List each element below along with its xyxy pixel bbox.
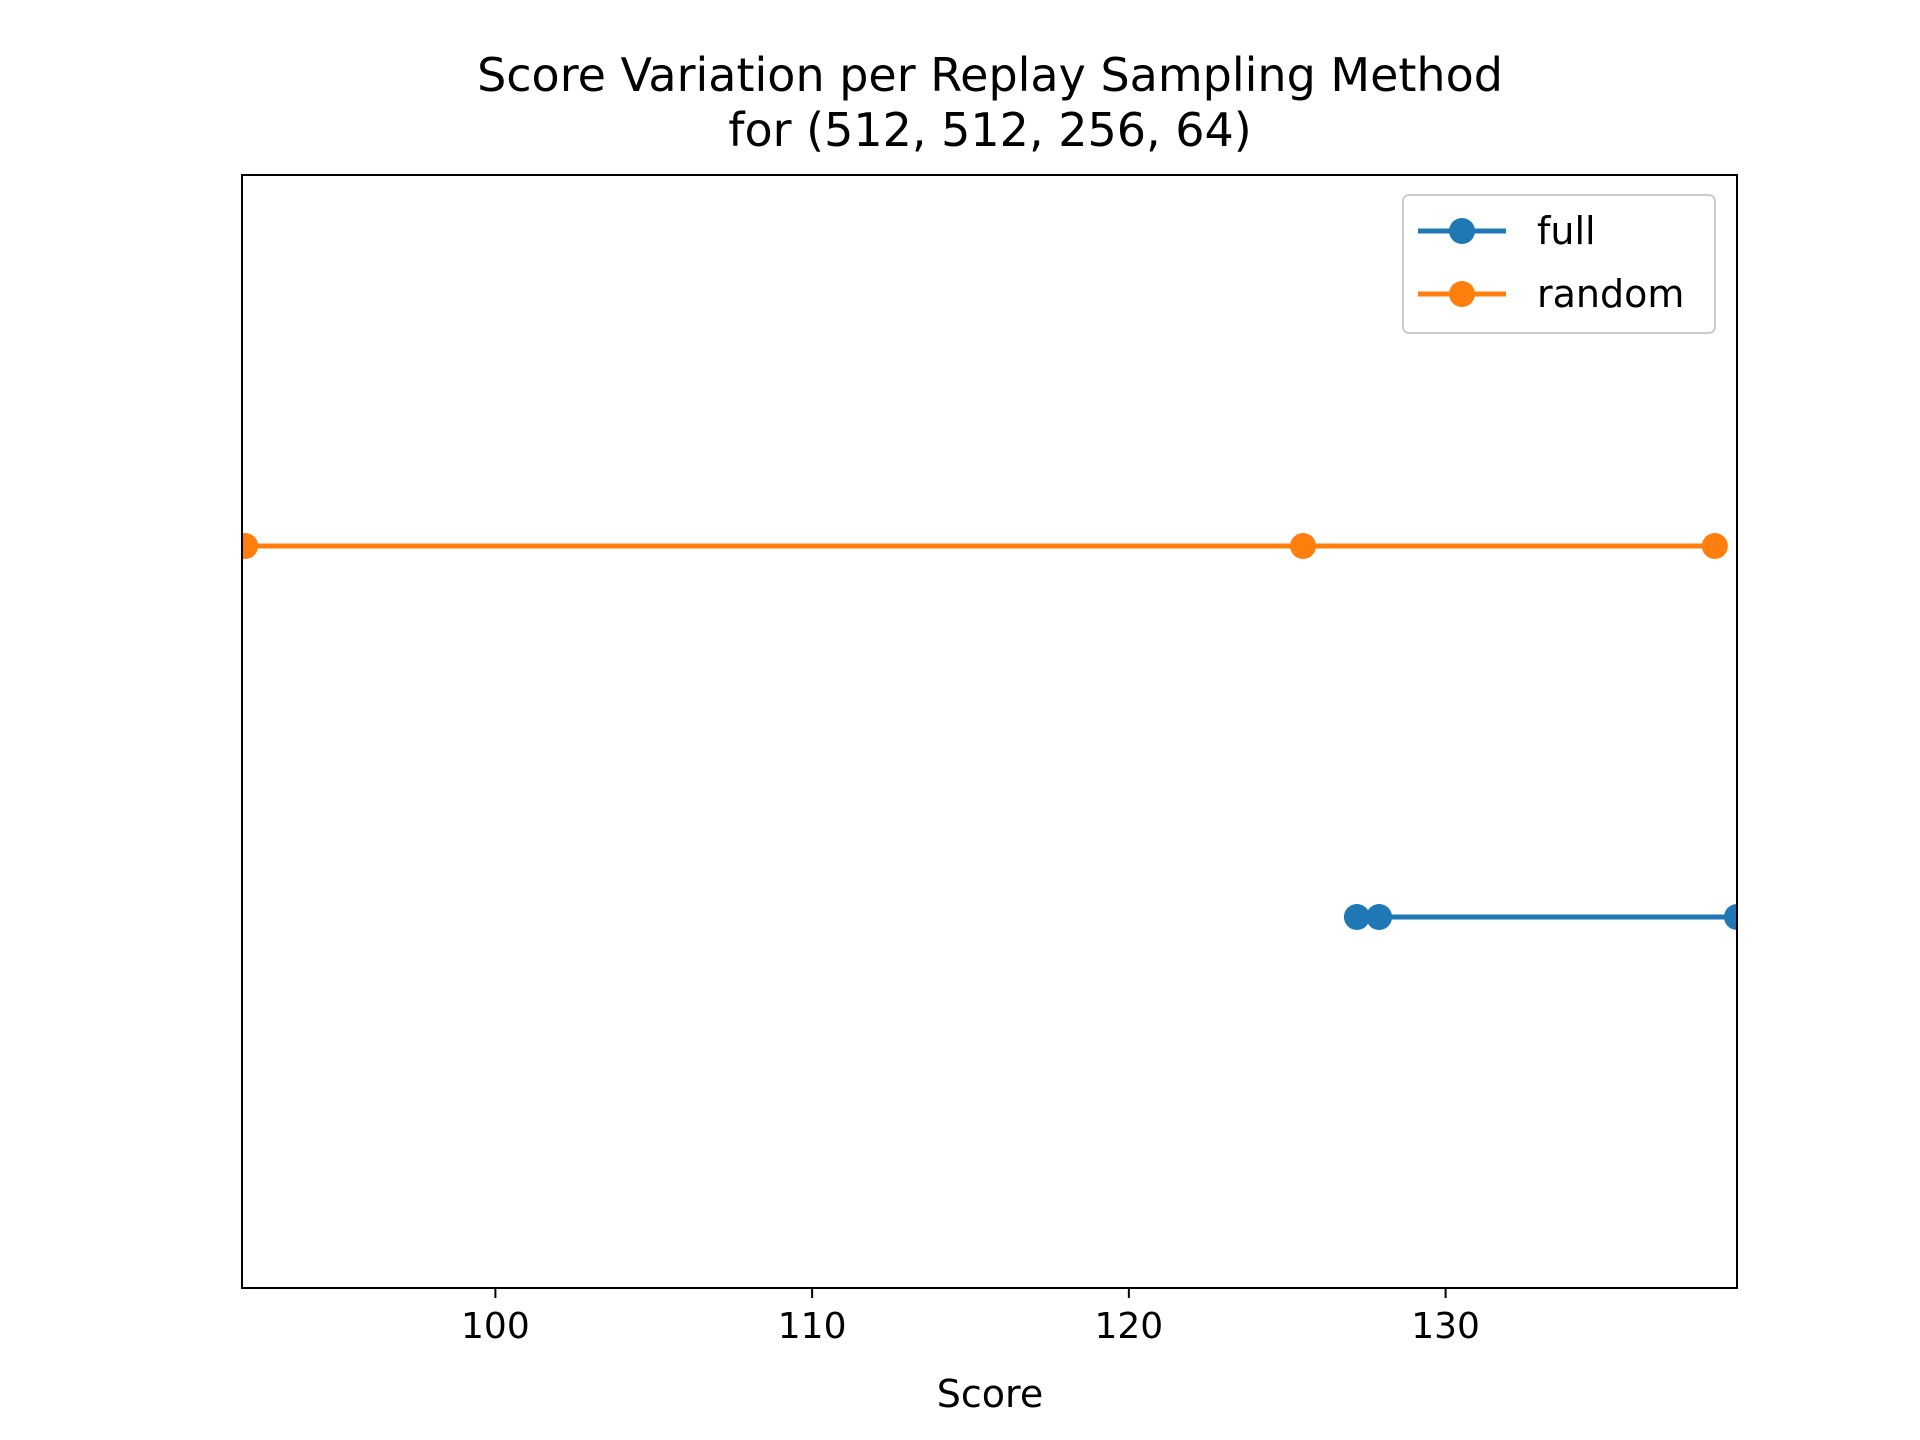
x-tick-label: 110 bbox=[778, 1306, 847, 1347]
chart-title: Score Variation per Replay Sampling Meth… bbox=[477, 48, 1503, 102]
chart-subtitle: for (512, 512, 256, 64) bbox=[728, 103, 1251, 157]
legend: full random bbox=[1402, 194, 1716, 334]
legend-label-random: random bbox=[1537, 272, 1684, 316]
data-point-random bbox=[1701, 533, 1728, 559]
axes-frame bbox=[241, 174, 1738, 1289]
data-point-full bbox=[1366, 904, 1393, 930]
x-tick-label: 130 bbox=[1411, 1306, 1480, 1347]
x-axis-ticks: 100 110 120 130 bbox=[461, 1288, 1480, 1347]
x-tick-label: 100 bbox=[461, 1306, 530, 1347]
data-point-full bbox=[1724, 904, 1737, 930]
legend-marker-random bbox=[1449, 281, 1475, 307]
data-point-random bbox=[1290, 533, 1317, 559]
legend-marker-full bbox=[1449, 218, 1475, 244]
plot-area bbox=[242, 533, 1737, 930]
legend-label-full: full bbox=[1537, 209, 1596, 253]
data-point-full bbox=[1343, 904, 1370, 930]
x-axis-label: Score bbox=[937, 1372, 1043, 1416]
x-tick-label: 120 bbox=[1095, 1306, 1164, 1347]
data-point-random bbox=[242, 533, 259, 559]
